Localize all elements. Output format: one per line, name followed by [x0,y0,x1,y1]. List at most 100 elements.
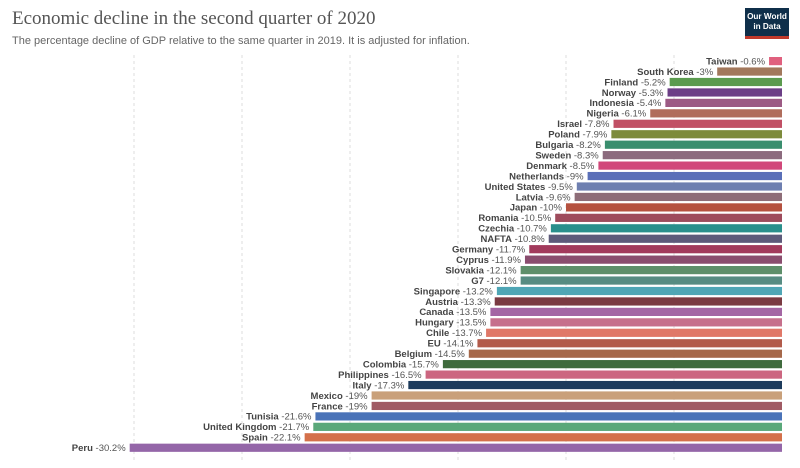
value-label: -21.6% [279,412,312,423]
bar-label: Philippines -16.5% [338,370,422,381]
value-label: -10.5% [518,213,551,224]
value-label: -14.1% [441,339,474,350]
value-label: -13.7% [449,328,482,339]
page-title: Economic decline in the second quarter o… [12,8,376,29]
bar-label: Nigeria -6.1% [587,109,647,120]
bar-netherlands[interactable] [587,171,782,181]
logo-line-2: in Data [753,22,781,31]
bar-latvia[interactable] [574,192,782,202]
value-label: -21.7% [277,422,310,433]
bar-nigeria[interactable] [650,109,782,118]
bar-spain[interactable] [304,433,782,442]
bar-philippines[interactable] [425,370,782,379]
bar-label: Japan -10% [510,203,563,214]
bar-label: G7 -12.1% [471,276,517,287]
category-label: Finland [604,77,638,88]
value-label: -5.3% [636,88,664,99]
value-label: -11.7% [493,245,526,256]
value-label: -19% [343,391,368,402]
value-label: -0.6% [738,56,766,67]
bar-g7[interactable] [520,276,782,285]
bar-sweden[interactable] [602,151,782,160]
value-label: -9% [564,171,584,182]
bar-indonesia[interactable] [665,98,782,107]
bar-taiwan[interactable] [769,57,782,66]
value-label: -12.1% [484,276,517,287]
value-label: -7.8% [582,119,610,130]
bar-poland[interactable] [611,130,782,139]
bar-france[interactable] [371,401,782,411]
value-label: -11.9% [489,255,522,266]
value-label: -13.5% [454,318,487,329]
category-label: Norway [602,88,637,99]
bar-united-kingdom[interactable] [313,422,782,431]
bar-label: Sweden -8.3% [535,150,599,161]
value-label: -9.6% [543,192,571,203]
bar-label: Cyprus -11.9% [456,255,521,266]
bar-peru[interactable] [129,443,782,452]
bar-united-states[interactable] [576,182,782,191]
category-label: Mexico [311,391,343,402]
bar-finland[interactable] [669,77,782,87]
bar-israel[interactable] [613,119,782,128]
bar-label: Tunisia -21.6% [246,412,312,423]
bar-label: Latvia -9.6% [516,192,571,203]
bar-label: EU -14.1% [427,339,473,350]
value-label: -8.5% [567,161,595,172]
category-label: Italy [353,380,373,391]
category-label: Hungary [415,318,454,329]
category-label: United States [485,182,546,193]
value-label: -17.3% [372,380,405,391]
bar-bulgaria[interactable] [604,140,782,149]
bar-chile[interactable] [486,328,782,337]
bar-label: Indonesia -5.4% [590,98,662,109]
bar-nafta[interactable] [548,234,782,243]
bar-south-korea[interactable] [717,67,782,76]
bar-label: Canada -13.5% [419,307,487,318]
category-label: Latvia [516,192,544,203]
bar-label: Singapore -13.2% [414,286,494,297]
value-label: -8.2% [573,140,601,151]
bar-label: Mexico -19% [311,391,369,402]
bar-slovakia[interactable] [520,266,782,275]
bar-cyprus[interactable] [524,255,782,264]
bar-hungary[interactable] [490,318,782,327]
bar-label: NAFTA -10.8% [480,234,545,245]
bar-germany[interactable] [529,245,782,254]
bar-romania[interactable] [555,213,782,222]
value-label: -12.1% [484,265,517,276]
bar-czechia[interactable] [550,224,782,233]
category-label: Belgium [395,349,432,360]
bar-eu[interactable] [477,339,782,348]
bar-italy[interactable] [408,380,782,390]
value-label: -16.5% [389,370,422,381]
bar-denmark[interactable] [598,161,782,170]
category-label: Taiwan [706,56,738,67]
category-label: Philippines [338,370,389,381]
bar-label: France -19% [312,401,369,412]
category-label: Spain [242,433,268,444]
bar-tunisia[interactable] [315,412,782,421]
category-label: South Korea [637,67,694,78]
bar-japan[interactable] [566,203,782,212]
owid-logo[interactable]: Our World in Data [745,8,789,39]
value-label: -10.7% [514,224,547,235]
bar-singapore[interactable] [496,286,782,296]
bar-label: Slovakia -12.1% [445,265,517,276]
bar-canada[interactable] [490,307,782,316]
bar-label: Germany -11.7% [452,245,526,256]
value-label: -13.2% [460,286,493,297]
bar-austria[interactable] [494,297,782,306]
bar-label: Bulgaria -8.2% [535,140,601,151]
bar-colombia[interactable] [442,360,782,369]
bar-belgium[interactable] [468,349,782,358]
bar-label: United Kingdom -21.7% [203,422,310,433]
bar-label: South Korea -3% [637,67,714,78]
category-label: G7 [471,276,484,287]
bar-label: Chile -13.7% [426,328,483,339]
category-label: Czechia [478,224,515,235]
bar-norway[interactable] [667,88,782,97]
category-label: Indonesia [590,98,635,109]
value-label: -22.1% [268,433,301,444]
bar-mexico[interactable] [371,391,782,400]
